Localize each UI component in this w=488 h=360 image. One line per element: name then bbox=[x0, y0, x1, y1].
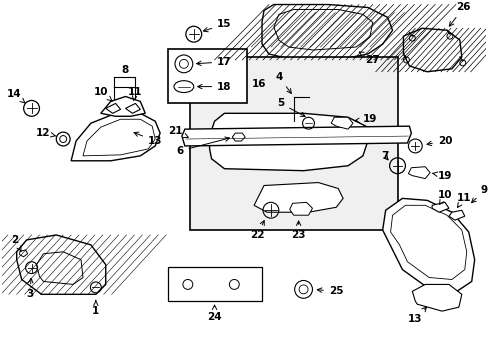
Text: 15: 15 bbox=[203, 19, 231, 32]
Text: 13: 13 bbox=[134, 132, 162, 146]
Polygon shape bbox=[125, 103, 140, 113]
Text: 11: 11 bbox=[456, 193, 470, 207]
Text: 2: 2 bbox=[11, 235, 21, 251]
Polygon shape bbox=[289, 202, 312, 215]
Text: 16: 16 bbox=[251, 78, 266, 89]
Text: 3: 3 bbox=[26, 278, 33, 299]
Polygon shape bbox=[273, 9, 372, 50]
Polygon shape bbox=[254, 183, 343, 212]
Text: 14: 14 bbox=[6, 89, 25, 103]
Text: 9: 9 bbox=[470, 185, 487, 203]
Text: 25: 25 bbox=[317, 286, 343, 296]
Text: 23: 23 bbox=[291, 221, 305, 240]
Text: 4: 4 bbox=[275, 72, 291, 93]
Polygon shape bbox=[390, 205, 466, 279]
Polygon shape bbox=[431, 202, 448, 212]
Polygon shape bbox=[262, 5, 392, 60]
Polygon shape bbox=[105, 103, 121, 113]
Text: 27: 27 bbox=[359, 52, 379, 65]
Text: 11: 11 bbox=[128, 86, 142, 100]
Polygon shape bbox=[20, 250, 27, 257]
Bar bbox=[168, 267, 262, 301]
Text: 26: 26 bbox=[448, 3, 470, 26]
Polygon shape bbox=[17, 235, 105, 294]
Text: 22: 22 bbox=[249, 221, 264, 240]
Polygon shape bbox=[407, 167, 429, 179]
Text: 19: 19 bbox=[354, 114, 376, 124]
Polygon shape bbox=[232, 133, 244, 141]
Polygon shape bbox=[37, 252, 83, 284]
Polygon shape bbox=[83, 119, 155, 156]
Text: 6: 6 bbox=[176, 137, 229, 156]
Polygon shape bbox=[411, 284, 461, 311]
Polygon shape bbox=[330, 117, 352, 129]
Text: 8: 8 bbox=[121, 65, 128, 75]
Text: 13: 13 bbox=[407, 307, 426, 324]
Bar bbox=[189, 57, 397, 230]
Polygon shape bbox=[101, 96, 145, 116]
Polygon shape bbox=[209, 113, 367, 171]
Text: 20: 20 bbox=[426, 136, 451, 146]
Text: 10: 10 bbox=[437, 190, 451, 204]
Polygon shape bbox=[403, 28, 461, 72]
Polygon shape bbox=[382, 198, 474, 291]
Bar bbox=[168, 49, 246, 103]
Text: 7: 7 bbox=[380, 151, 387, 161]
Polygon shape bbox=[448, 210, 464, 220]
Text: 18: 18 bbox=[197, 82, 231, 91]
Text: 10: 10 bbox=[93, 86, 112, 101]
Text: 1: 1 bbox=[92, 301, 99, 316]
Text: 21: 21 bbox=[167, 126, 188, 138]
Text: 19: 19 bbox=[431, 171, 451, 181]
Polygon shape bbox=[71, 113, 160, 161]
Text: 24: 24 bbox=[207, 305, 222, 322]
Polygon shape bbox=[182, 126, 410, 146]
Text: 5: 5 bbox=[277, 98, 305, 116]
Text: 12: 12 bbox=[36, 128, 56, 138]
Text: 17: 17 bbox=[196, 57, 231, 67]
